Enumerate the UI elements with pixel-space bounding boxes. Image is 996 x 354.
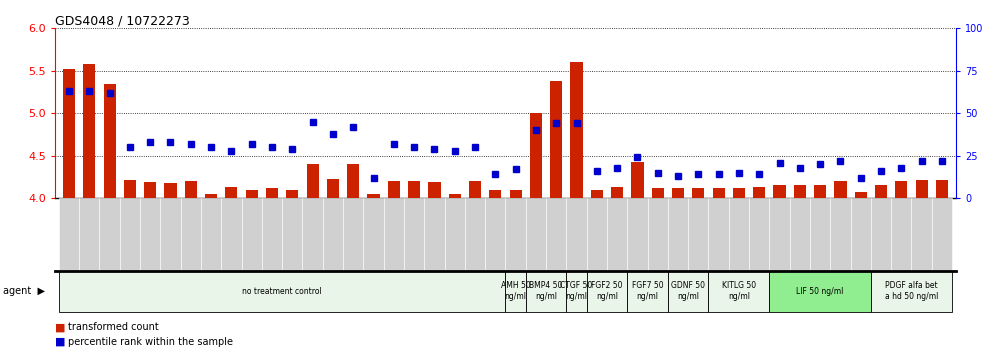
- Bar: [631, 162, 643, 198]
- Bar: [205, 194, 217, 198]
- Bar: [489, 190, 501, 198]
- Bar: [408, 181, 420, 198]
- Bar: [368, 194, 379, 198]
- Text: CTGF 50
ng/ml: CTGF 50 ng/ml: [561, 281, 593, 301]
- Bar: [915, 179, 927, 198]
- Bar: [387, 181, 400, 198]
- Text: transformed count: transformed count: [68, 322, 158, 332]
- Bar: [712, 188, 725, 198]
- Text: LIF 50 ng/ml: LIF 50 ng/ml: [797, 287, 844, 296]
- Bar: [307, 164, 319, 198]
- Text: FGF2 50
ng/ml: FGF2 50 ng/ml: [592, 281, 622, 301]
- Text: ■: ■: [55, 322, 66, 332]
- Bar: [327, 179, 339, 198]
- Text: BMP4 50
ng/ml: BMP4 50 ng/ml: [530, 281, 563, 301]
- Bar: [936, 179, 948, 198]
- Text: percentile rank within the sample: percentile rank within the sample: [68, 337, 233, 347]
- Bar: [104, 84, 116, 198]
- Bar: [651, 188, 663, 198]
- Bar: [266, 188, 278, 198]
- Text: ■: ■: [55, 337, 66, 347]
- Bar: [225, 187, 237, 198]
- Bar: [144, 182, 156, 198]
- Bar: [774, 185, 786, 198]
- Bar: [814, 185, 827, 198]
- Bar: [428, 182, 440, 198]
- Text: FGF7 50
ng/ml: FGF7 50 ng/ml: [631, 281, 663, 301]
- Text: agent  ▶: agent ▶: [3, 286, 45, 296]
- Bar: [591, 190, 603, 198]
- Bar: [530, 113, 542, 198]
- Text: AMH 50
ng/ml: AMH 50 ng/ml: [501, 281, 531, 301]
- Bar: [124, 179, 136, 198]
- Bar: [855, 192, 867, 198]
- Bar: [672, 188, 684, 198]
- Bar: [448, 194, 461, 198]
- Text: KITLG 50
ng/ml: KITLG 50 ng/ml: [722, 281, 756, 301]
- Bar: [895, 181, 907, 198]
- Bar: [794, 185, 806, 198]
- Text: PDGF alfa bet
a hd 50 ng/ml: PDGF alfa bet a hd 50 ng/ml: [884, 281, 938, 301]
- Bar: [286, 190, 299, 198]
- Bar: [164, 183, 176, 198]
- Bar: [550, 81, 563, 198]
- Bar: [571, 62, 583, 198]
- Bar: [469, 181, 481, 198]
- Bar: [611, 187, 623, 198]
- Bar: [84, 64, 96, 198]
- Bar: [510, 190, 522, 198]
- Bar: [835, 181, 847, 198]
- Text: GDNF 50
ng/ml: GDNF 50 ng/ml: [671, 281, 705, 301]
- Text: no treatment control: no treatment control: [242, 287, 322, 296]
- Bar: [246, 190, 258, 198]
- Bar: [184, 181, 197, 198]
- Bar: [753, 187, 765, 198]
- Bar: [874, 185, 887, 198]
- Bar: [692, 188, 704, 198]
- Bar: [63, 69, 75, 198]
- Bar: [733, 188, 745, 198]
- Text: GDS4048 / 10722273: GDS4048 / 10722273: [55, 14, 189, 27]
- Bar: [348, 164, 360, 198]
